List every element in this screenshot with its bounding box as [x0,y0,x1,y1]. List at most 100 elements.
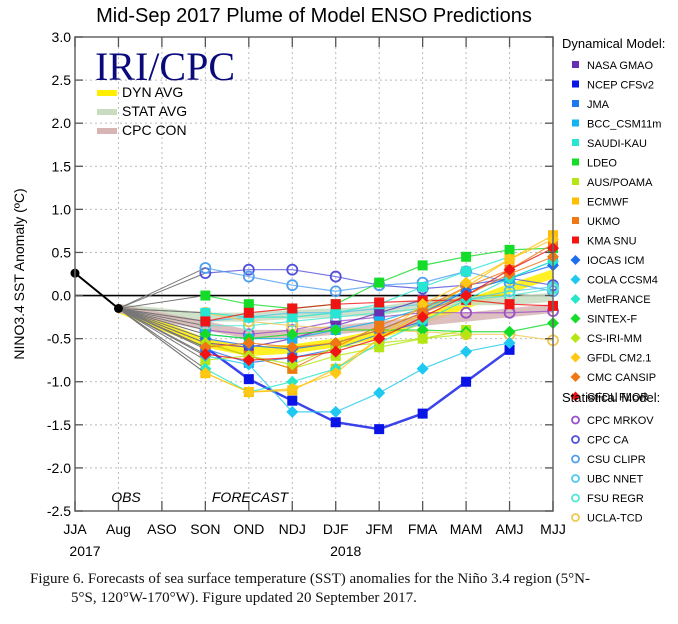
legend-label: MetFRANCE [587,294,651,306]
legend-swatch-stat-avg [97,109,117,115]
legend-label: CSU CLIPR [587,454,646,466]
legend-label: GFDL FLOR [587,392,648,404]
year-label: 2018 [330,543,361,559]
data-point-diamond [460,289,473,302]
data-point-circle [503,285,516,298]
data-point-square [287,303,298,314]
legend-marker-circle [571,474,580,483]
year-label: 2017 [69,543,100,559]
obs-connector [118,308,206,340]
data-point-diamond [503,253,516,266]
series-line [205,256,510,318]
data-point-diamond [286,375,299,388]
enso-plume-chart: Mid-Sep 2017 Plume of Model ENSO Predict… [11,5,665,559]
legend-label: FSU REGR [587,493,644,505]
data-point-diamond [286,358,299,371]
data-point-square [374,307,385,318]
legend-marker-circle [571,415,580,425]
data-point-square [200,290,211,301]
legend-marker-square [572,236,579,244]
legend-label: UBC NNET [587,474,644,486]
data-point-diamond [416,332,429,345]
data-point-diamond [199,348,212,361]
data-point-diamond [460,276,473,289]
legend-label: CPC MRKOV [587,415,654,427]
forecast-annotation: FORECAST [212,489,290,505]
obs-connector [118,308,206,348]
obs-connector [118,308,206,370]
data-point-circle [286,279,299,292]
caption-line-1: Figure 6. Forecasts of sea surface tempe… [30,571,590,587]
average-legend: DYN AVG STAT AVG CPC CON [97,84,187,138]
x-tick-label: AMJ [496,521,524,537]
y-tick-label: 3.0 [52,29,72,45]
obs-annotation: OBS [111,489,141,505]
average-line-cpc-con [117,303,554,339]
x-tick-label: FMA [408,521,438,537]
legend-label: CS-IRI-MM [587,333,642,345]
y-tick-label: -1.5 [47,417,71,433]
legend-label: IOCAS ICM [587,255,644,267]
obs-connector [118,272,206,309]
y-tick-label: 1.0 [52,201,72,217]
axes: 3.0 2.5 2.0 1.5 1.0 0.5 0.0 -0.5 -1.0 -1.5 -2.0 -2.… [47,29,566,559]
legend-marker-circle [571,493,580,503]
data-point-circle [242,263,255,276]
legend-label: SAUDI-KAU [587,138,647,150]
data-point-diamond [329,324,342,337]
data-point-diamond [199,367,212,380]
y-tick-label: -2.5 [47,503,71,519]
data-point-diamond [199,328,212,341]
data-point-diamond [242,354,255,367]
data-point-diamond [242,336,255,349]
legend-label: NCEP CFSv2 [587,80,654,92]
legend-label: ECMWF [587,197,629,209]
legend-marker-square [572,100,579,107]
y-tick-label: 0.5 [52,244,72,260]
legend-marker-diamond [570,372,581,382]
data-point-square [461,376,472,387]
data-point-diamond [373,386,386,399]
observed-line [74,272,120,310]
chart-title: Mid-Sep 2017 Plume of Model ENSO Predict… [96,5,532,27]
legend-swatch-dyn-avg [97,90,117,96]
legend-marker-square [572,80,579,88]
data-point-diamond [286,405,299,418]
data-point-square [200,307,211,318]
data-point-square [417,281,428,292]
data-point-diamond [416,298,429,311]
y-axis-label: NINO3.4 SST Anomaly (ºC) [11,188,27,359]
legend-marker-diamond [570,391,581,402]
legend-label: JMA [587,99,610,111]
data-point-square [330,299,341,310]
data-point-diamond [286,341,299,354]
data-point-circle [199,262,212,274]
y-tick-label: -1.0 [47,374,71,390]
legend-label: UCLA-TCD [587,513,643,525]
legend-marker-square [572,61,579,68]
x-tick-label: OND [233,521,264,537]
data-point-square [504,244,515,255]
legend-label: STAT AVG [122,103,187,119]
legend-marker-square [572,119,579,127]
data-point-diamond [329,405,342,418]
x-tick-label: Aug [106,521,131,537]
obs-connector [118,307,206,335]
data-point-diamond [503,336,516,349]
data-point-square [504,344,515,355]
data-point-diamond [329,345,342,358]
obs-connector [118,307,206,322]
data-point-diamond [416,324,429,337]
obs-connector [118,308,206,374]
data-point-diamond [503,325,516,338]
plot-frame [74,36,554,512]
data-point-square [200,316,211,327]
legend-marker-diamond [570,333,581,343]
data-point-diamond [286,351,299,364]
data-point-diamond [373,332,386,345]
obs-connector [118,307,206,327]
legend-swatch-cpc-con [97,128,117,134]
legend-marker-diamond [570,352,581,363]
legend-label: CMC CANSIP [587,372,656,384]
data-point-square [287,312,298,323]
